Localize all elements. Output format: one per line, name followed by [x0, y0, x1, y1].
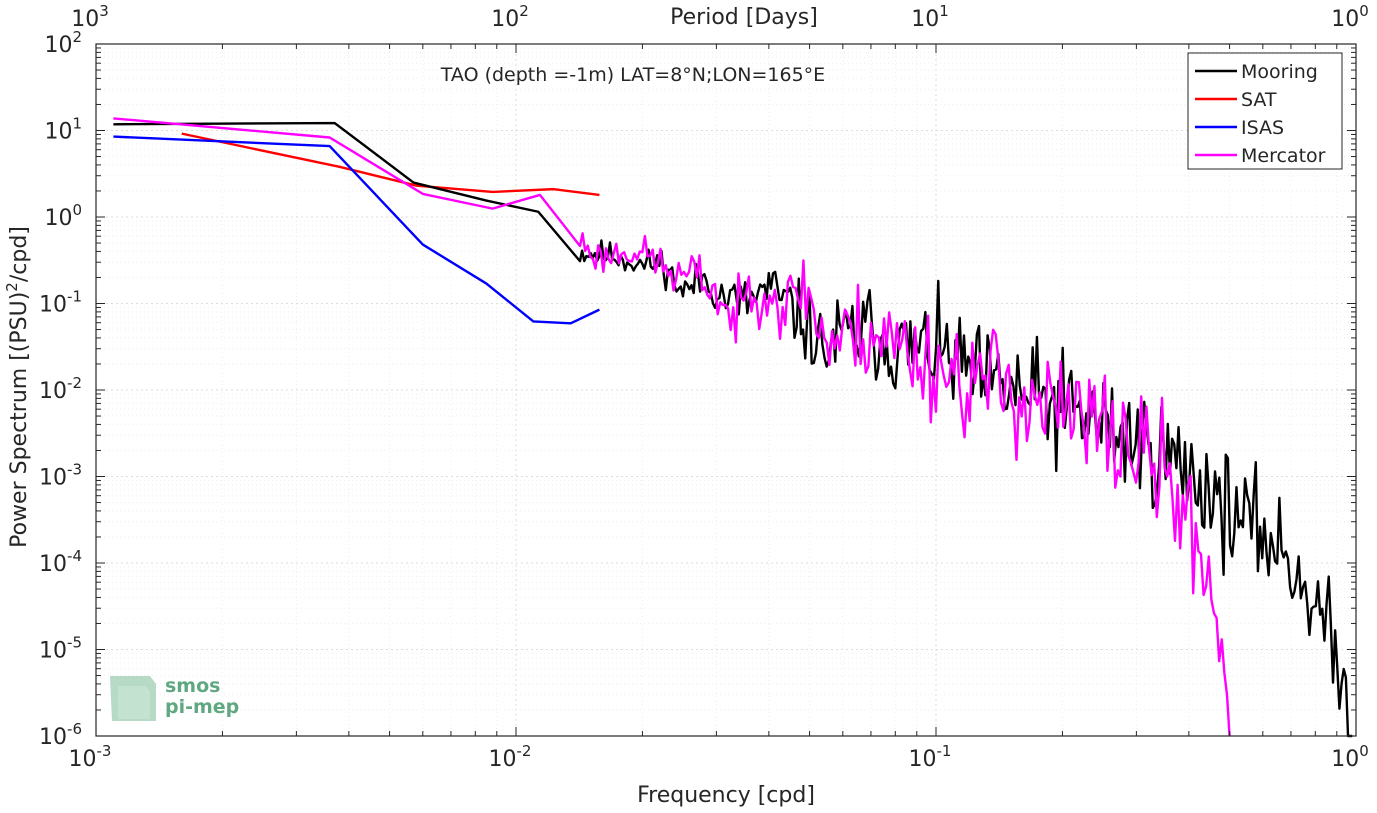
smos-pimep-logo: smos pi-mep: [110, 675, 239, 721]
legend-label-isas: ISAS: [1241, 117, 1284, 139]
series-line-sat: [181, 132, 600, 197]
top-axis-title: Period [Days]: [670, 5, 818, 30]
legend-label-mercator: Mercator: [1241, 145, 1326, 167]
logo-line2: pi-mep: [165, 696, 239, 718]
y-tick-label: 100: [44, 201, 82, 231]
y-axis-title-main: Power Spectrum [(PSU): [7, 292, 32, 548]
y-axis-title-tail: /cpd]: [7, 226, 32, 282]
legend-box: [1187, 52, 1343, 170]
logo-line1: smos: [165, 675, 220, 697]
y-axis-title: Power Spectrum [(PSU)2/cpd]: [3, 226, 32, 548]
y-axis-title-sup: 2: [3, 282, 21, 292]
series-line-isas: [113, 135, 600, 325]
top-tick-label: 102: [491, 2, 529, 32]
y-tick-label: 10-1: [39, 288, 82, 318]
series-layer: [113, 117, 1353, 738]
x-tick-label: 10-3: [69, 742, 112, 772]
legend-items: Mooring SAT ISAS Mercator: [1195, 61, 1326, 167]
legend-label-sat: SAT: [1241, 89, 1277, 111]
top-tick-label: 100: [1331, 2, 1369, 32]
y-tick-label: 10-5: [39, 634, 82, 664]
legend: Mooring SAT ISAS Mercator: [1187, 52, 1343, 170]
x-tick-label: 10-1: [909, 742, 952, 772]
chart-title: TAO (depth =-1m) LAT=8°N;LON=165°E: [440, 64, 825, 86]
y-tick-label: 10-3: [39, 461, 82, 491]
series-line-mooring: [113, 121, 1353, 738]
x-tick-label: 100: [1331, 742, 1369, 772]
top-tick-label: 103: [71, 2, 109, 32]
top-tick-label: 101: [911, 2, 949, 32]
x-axis-title: Frequency [cpd]: [637, 783, 815, 808]
tick-layer: [95, 44, 1356, 737]
legend-label-mooring: Mooring: [1241, 61, 1318, 83]
y-tick-label: 10-2: [39, 374, 82, 404]
y-tick-label: 102: [44, 28, 82, 58]
y-tick-label: 10-4: [39, 547, 82, 577]
logo-emblem-layer: [118, 686, 150, 719]
x-tick-label: 10-2: [489, 742, 532, 772]
series-line-mercator: [113, 117, 1231, 737]
grid-layer: [95, 44, 1356, 737]
y-tick-label: 101: [44, 115, 82, 145]
y-tick-label: 10-6: [39, 720, 82, 750]
